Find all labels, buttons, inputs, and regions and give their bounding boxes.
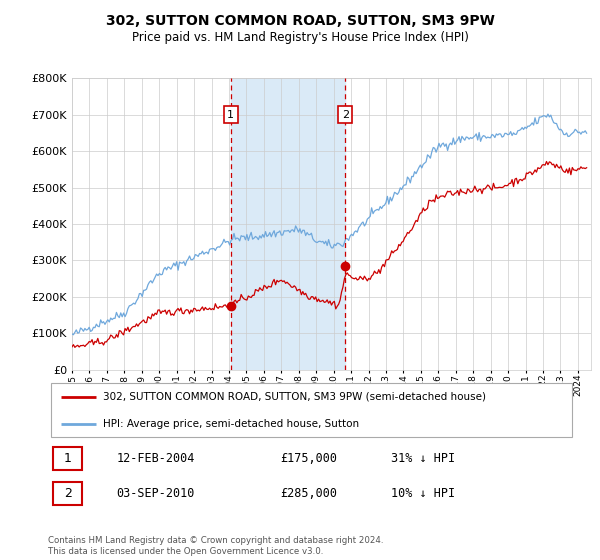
Text: 2: 2 (342, 110, 349, 120)
Text: 31% ↓ HPI: 31% ↓ HPI (391, 452, 455, 465)
Text: 03-SEP-2010: 03-SEP-2010 (116, 487, 195, 500)
Text: £175,000: £175,000 (280, 452, 337, 465)
Text: HPI: Average price, semi-detached house, Sutton: HPI: Average price, semi-detached house,… (103, 419, 359, 429)
Text: Contains HM Land Registry data © Crown copyright and database right 2024.
This d: Contains HM Land Registry data © Crown c… (48, 536, 383, 556)
Text: 2: 2 (64, 487, 72, 500)
Text: 10% ↓ HPI: 10% ↓ HPI (391, 487, 455, 500)
Text: 1: 1 (64, 452, 72, 465)
Text: 1: 1 (227, 110, 234, 120)
Text: £285,000: £285,000 (280, 487, 337, 500)
Text: Price paid vs. HM Land Registry's House Price Index (HPI): Price paid vs. HM Land Registry's House … (131, 31, 469, 44)
Text: 302, SUTTON COMMON ROAD, SUTTON, SM3 9PW (semi-detached house): 302, SUTTON COMMON ROAD, SUTTON, SM3 9PW… (103, 391, 487, 402)
Text: 12-FEB-2004: 12-FEB-2004 (116, 452, 195, 465)
FancyBboxPatch shape (53, 447, 82, 470)
FancyBboxPatch shape (50, 383, 572, 437)
Text: 302, SUTTON COMMON ROAD, SUTTON, SM3 9PW: 302, SUTTON COMMON ROAD, SUTTON, SM3 9PW (106, 14, 494, 28)
Bar (231, 78, 346, 370)
FancyBboxPatch shape (53, 482, 82, 505)
